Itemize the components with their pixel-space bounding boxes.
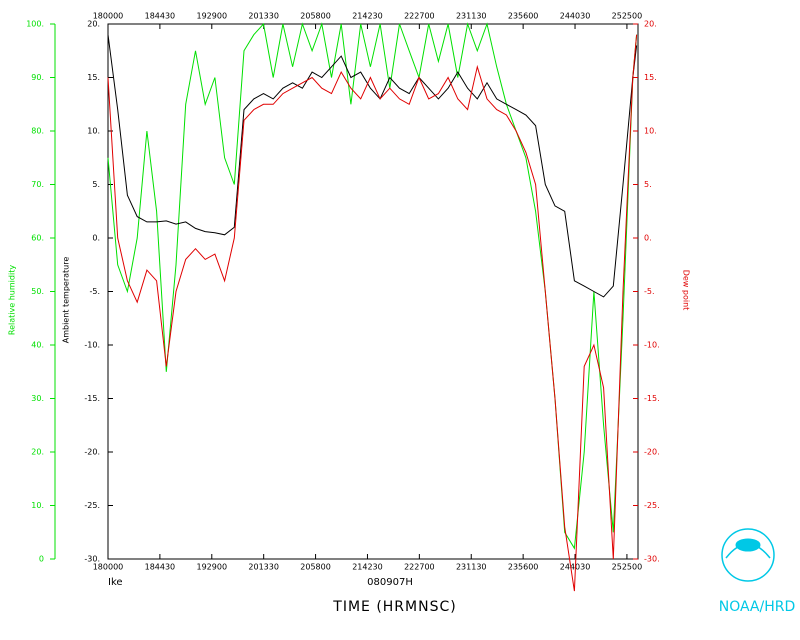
y3ticks-label: 40. (31, 341, 44, 350)
y3ticks-label: 20. (31, 448, 44, 457)
x-tick-label-top: 252500 (612, 12, 643, 21)
credit: NOAA/HRD (719, 599, 796, 615)
x-tick-label: 235600 (508, 563, 539, 572)
y3ticks-label: 60. (31, 234, 44, 243)
x-label: TIME (HRMNSC) (332, 599, 456, 615)
y3ticks-label: 90. (31, 73, 44, 82)
x-tick-label-top: 205800 (300, 12, 331, 21)
x-tick-label-top: 222700 (404, 12, 435, 21)
date-label: 080907H (367, 577, 413, 588)
storm-name: Ike (108, 577, 123, 588)
yticks-label: -20. (84, 448, 100, 457)
y-label: Ambient temperature (62, 257, 71, 344)
y2ticks-label: 5. (644, 180, 652, 189)
yticks-label: 15. (87, 73, 100, 82)
yticks-label: -25. (84, 501, 100, 510)
y3ticks-label: 10. (31, 501, 44, 510)
x-tick-label: 214230 (352, 563, 383, 572)
x-tick-label-top: 180000 (93, 12, 124, 21)
y2ticks-label: -25. (644, 501, 660, 510)
yticks-label: -15. (84, 394, 100, 403)
x-tick-label: 205800 (300, 563, 331, 572)
x-tick-label: 192900 (197, 563, 228, 572)
y2ticks-label: 0. (644, 234, 652, 243)
y3ticks-label: 30. (31, 394, 44, 403)
yticks-label: 10. (87, 127, 100, 136)
series-line (107, 22, 638, 550)
y3ticks-label: 50. (31, 287, 44, 296)
x-tick-label: 184430 (145, 563, 176, 572)
y2ticks-label: 10. (644, 127, 657, 136)
x-tick-label: 222700 (404, 563, 435, 572)
noaa-logo (721, 528, 775, 582)
y2-label: Dew point (682, 270, 691, 311)
x-tick-label-top: 184430 (145, 12, 176, 21)
y3ticks-label: 100. (26, 20, 44, 29)
y2ticks-label: 15. (644, 73, 657, 82)
plot-frame (107, 23, 639, 560)
yticks-label: 0. (92, 234, 100, 243)
x-tick-label-top: 235600 (508, 12, 539, 21)
yticks-label: -5. (89, 287, 100, 296)
y2ticks-label: -5. (644, 287, 655, 296)
y3ticks-label: 80. (31, 127, 44, 136)
y2ticks-label: 20. (644, 20, 657, 29)
yticks-label: -10. (84, 341, 100, 350)
y3-label: Relative humidity (8, 265, 17, 335)
x-tick-label-top: 214230 (352, 12, 383, 21)
series-line (107, 34, 638, 592)
series-line (107, 34, 638, 298)
x-tick-label: 201330 (248, 563, 279, 572)
x-tick-label: 231130 (456, 563, 487, 572)
x-tick-label-top: 231130 (456, 12, 487, 21)
yticks-label: 20. (87, 20, 100, 29)
y2ticks-label: -20. (644, 448, 660, 457)
y2ticks-label: -30. (644, 555, 660, 564)
x-tick-label-top: 244030 (560, 12, 591, 21)
x-tick-label: 252500 (612, 563, 643, 572)
x-tick-label-top: 192900 (197, 12, 228, 21)
y2ticks-label: -10. (644, 341, 660, 350)
yticks-label: 5. (92, 180, 100, 189)
yticks-label: -30. (84, 555, 100, 564)
x-tick-label-top: 201330 (248, 12, 279, 21)
y2ticks-label: -15. (644, 394, 660, 403)
y3ticks-label: 0 (39, 555, 44, 564)
y3ticks-label: 70. (31, 180, 44, 189)
x-tick-label: 180000 (93, 563, 124, 572)
